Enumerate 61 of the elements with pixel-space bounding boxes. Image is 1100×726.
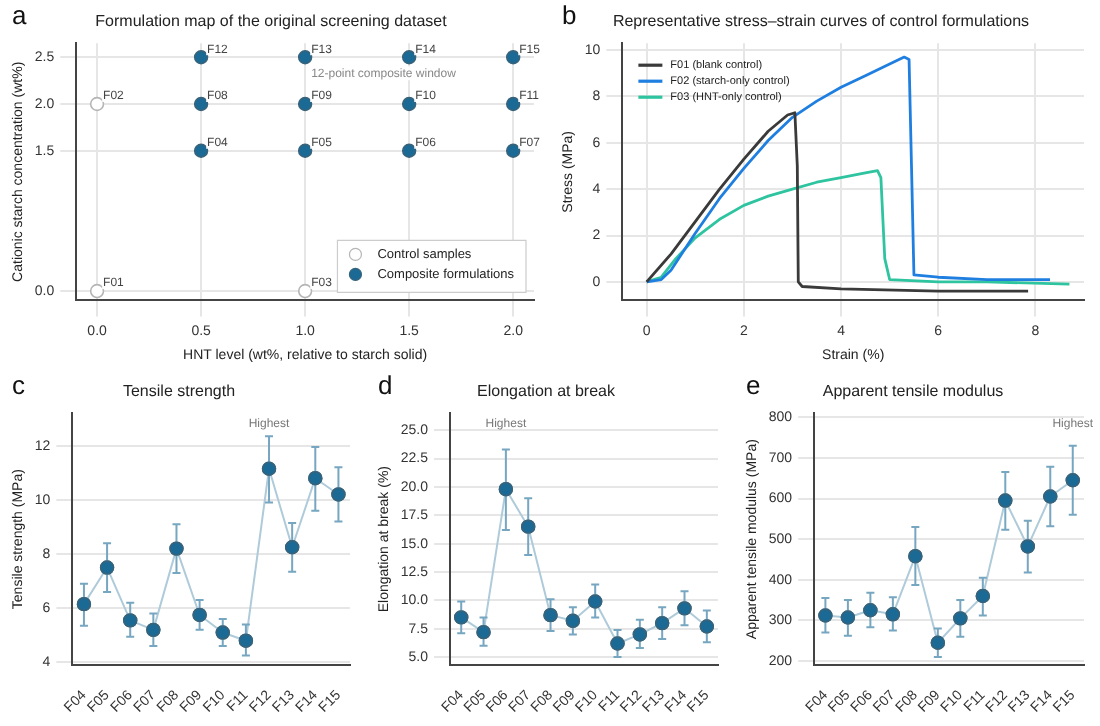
- point: [193, 96, 209, 112]
- text: c: [12, 370, 25, 400]
- point: [1043, 489, 1058, 504]
- chart-title: Formulation map of the original screening dataset: [95, 12, 449, 31]
- point: [297, 50, 313, 65]
- point: [401, 96, 417, 112]
- point: [308, 471, 323, 486]
- point: [885, 607, 901, 622]
- point: [215, 625, 230, 640]
- point: [505, 143, 521, 158]
- point: [99, 560, 115, 575]
- point: [297, 143, 313, 158]
- point: [261, 461, 277, 476]
- text: e: [746, 370, 761, 400]
- point: [238, 633, 254, 648]
- chart-title: Apparent tensile modulus: [822, 382, 1004, 401]
- chart-title: Representative stress–strain curves of control formulations: [612, 12, 1030, 31]
- point: [840, 610, 856, 625]
- point: [953, 611, 968, 626]
- point: [89, 96, 105, 112]
- point: [1020, 539, 1035, 554]
- text: d: [378, 370, 393, 400]
- point: [297, 283, 313, 299]
- point: [699, 619, 715, 634]
- point: [975, 588, 991, 604]
- text: a: [12, 0, 27, 30]
- point: [498, 482, 514, 497]
- point: [89, 283, 105, 299]
- point: [587, 594, 603, 609]
- point: [331, 487, 346, 502]
- point: [543, 607, 558, 623]
- point: [401, 143, 417, 158]
- point: [610, 636, 625, 651]
- point: [401, 50, 417, 65]
- point: [998, 493, 1013, 508]
- point: [297, 96, 313, 112]
- point: [908, 548, 923, 564]
- point: [76, 596, 92, 612]
- point: [123, 613, 138, 628]
- point: [284, 540, 300, 555]
- point: [169, 541, 184, 556]
- point: [146, 622, 161, 638]
- point: [505, 96, 521, 112]
- point: [930, 635, 946, 650]
- point: [632, 627, 648, 642]
- text: b: [562, 0, 577, 30]
- point: [863, 603, 878, 618]
- point: [521, 519, 536, 534]
- point: [505, 50, 521, 65]
- point: [192, 607, 207, 623]
- point: [476, 624, 491, 640]
- point: [565, 613, 581, 629]
- point: [193, 143, 209, 158]
- point: [654, 615, 670, 631]
- point: [193, 50, 209, 65]
- point: [677, 601, 692, 616]
- point: [454, 610, 469, 625]
- point: [1065, 473, 1080, 488]
- point: [818, 608, 833, 623]
- chart-title: Tensile strength: [122, 382, 236, 401]
- chart-title: Elongation at break: [477, 382, 617, 401]
